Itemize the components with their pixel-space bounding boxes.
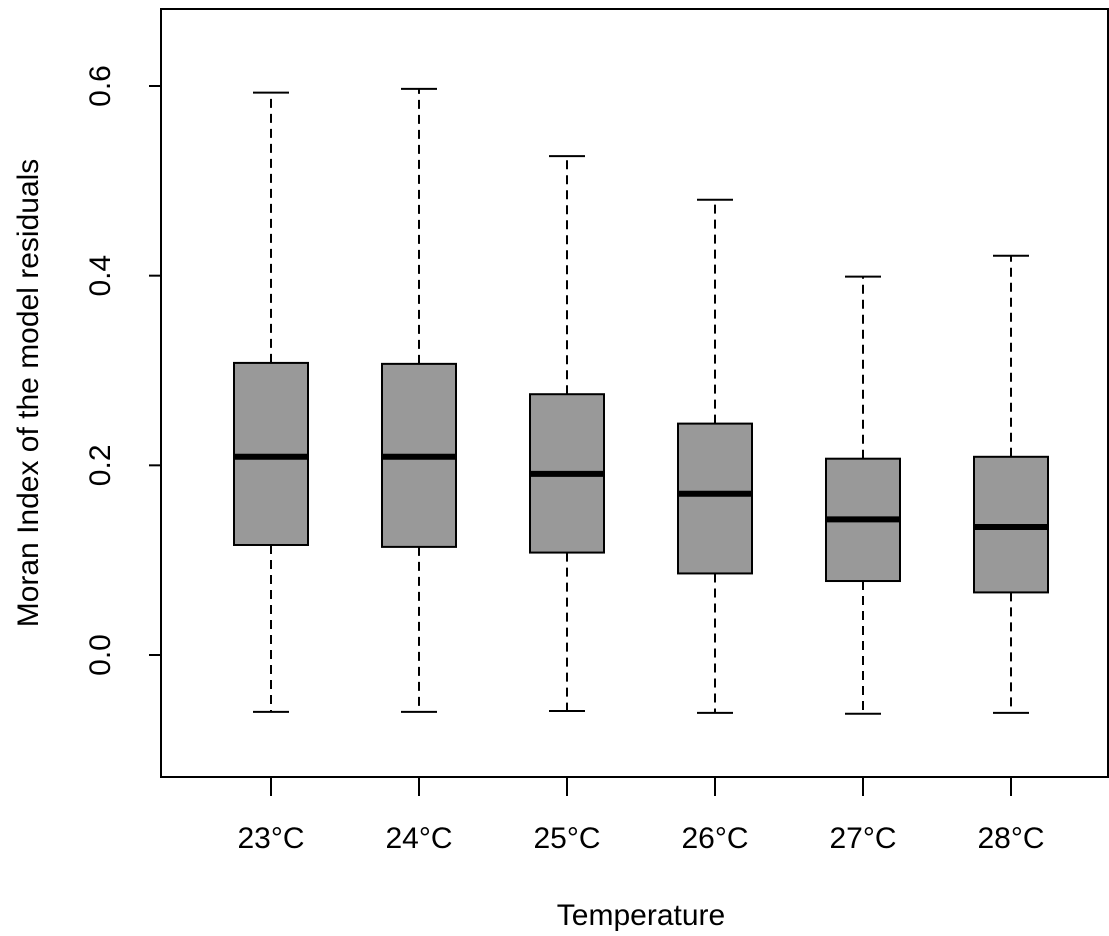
box-25C bbox=[529, 155, 605, 712]
y-tick-label: 0.6 bbox=[84, 65, 117, 107]
box-24C bbox=[381, 87, 457, 713]
boxes-group bbox=[233, 87, 1049, 715]
box-23C bbox=[233, 91, 309, 713]
y-axis-label: Moran Index of the model residuals bbox=[12, 159, 45, 628]
plot-frame bbox=[160, 8, 1109, 778]
x-axis-label: Temperature bbox=[557, 899, 725, 932]
x-tick-label: 25°C bbox=[533, 822, 600, 855]
y-tick-label: 0.4 bbox=[84, 255, 117, 297]
iqr-box bbox=[677, 422, 753, 575]
x-tick-label: 28°C bbox=[977, 822, 1044, 855]
y-tick-label: 0.2 bbox=[84, 444, 117, 486]
box-27C bbox=[825, 275, 901, 715]
box-28C bbox=[973, 254, 1049, 714]
y-axis: 0.0 0.2 0.4 0.6 bbox=[84, 65, 161, 676]
x-axis: 23°C 24°C 25°C 26°C 27°C 28°C bbox=[237, 777, 1045, 855]
y-tick-label: 0.0 bbox=[84, 634, 117, 676]
x-tick-label: 26°C bbox=[681, 822, 748, 855]
box-26C bbox=[677, 198, 753, 714]
x-tick-label: 24°C bbox=[385, 822, 452, 855]
x-tick-label: 27°C bbox=[829, 822, 896, 855]
x-tick-label: 23°C bbox=[237, 822, 304, 855]
